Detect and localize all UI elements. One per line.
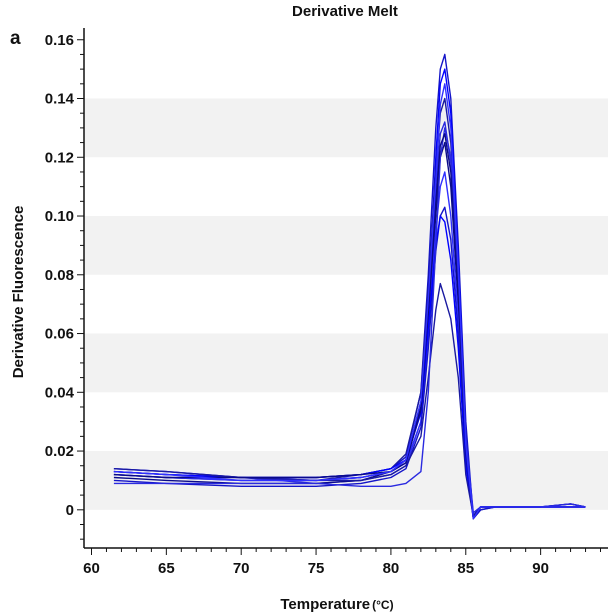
y-ticks: 0 0.02 0.04 0.06 0.08 0.10 0.12 0.14 0.16 [45,32,84,540]
x-tick-label: 75 [308,560,325,577]
y-tick-label: 0.12 [45,149,74,166]
y-tick-label: 0.08 [45,267,74,284]
melt-curve-12 [113,83,586,520]
grid-band [84,216,608,275]
y-tick-label: 0.10 [45,208,74,225]
grid-band [84,333,608,393]
y-tick-label: 0 [66,502,74,519]
x-tick-label: 90 [532,560,549,577]
x-tick-label: 60 [83,560,100,577]
y-tick-label: 0.02 [45,443,74,460]
x-tick-label: 65 [158,560,175,577]
x-axis-label-group: Temperature (°C) [280,596,393,613]
grid-band [84,98,608,158]
x-ticks: 60 65 70 75 80 85 90 [83,548,602,577]
y-tick-label: 0.04 [45,384,75,401]
panel-label: a [10,28,21,49]
x-tick-label: 70 [233,560,250,577]
x-tick-label: 85 [457,560,474,577]
plot-background-bands [84,98,608,510]
y-tick-label: 0.16 [45,32,74,49]
x-axis-unit: (°C) [372,598,393,612]
y-tick-label: 0.14 [45,91,75,108]
x-axis-label: Temperature [280,596,370,613]
series-layer [113,53,586,520]
x-tick-label: 80 [383,560,400,577]
y-axis-label: Derivative Fluorescence [10,206,27,379]
chart-title: Derivative Melt [292,3,398,20]
y-tick-label: 0.06 [45,326,74,343]
